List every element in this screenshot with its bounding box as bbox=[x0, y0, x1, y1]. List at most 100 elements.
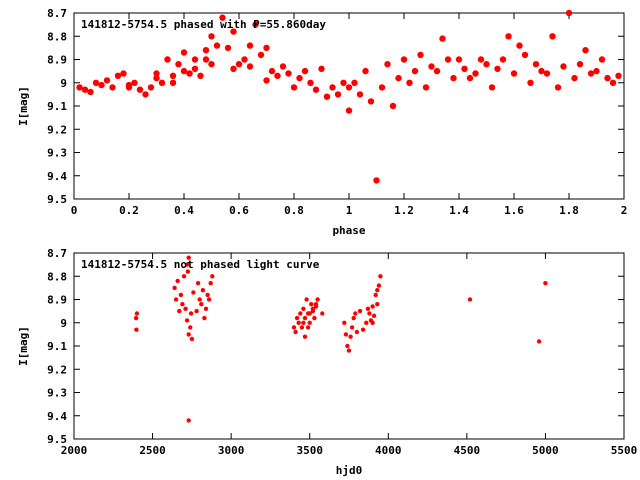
unphased-data-point bbox=[342, 320, 347, 325]
unphased-data-point bbox=[536, 339, 542, 344]
unphased-x-tick-label: 2500 bbox=[139, 444, 166, 457]
phased-data-point bbox=[455, 56, 463, 63]
phased-y-tick-label: 9.2 bbox=[47, 123, 67, 136]
phased-data-point bbox=[538, 67, 545, 75]
unphased-data-point bbox=[467, 297, 473, 302]
phased-data-point bbox=[191, 56, 199, 63]
unphased-data-point bbox=[370, 304, 375, 309]
unphased-data-point bbox=[210, 274, 215, 279]
phased-x-tick-label: 1.4 bbox=[449, 204, 469, 217]
phased-data-point bbox=[263, 44, 270, 52]
phased-data-point bbox=[323, 93, 331, 100]
phased-data-point bbox=[246, 42, 254, 49]
unphased-data-point bbox=[305, 325, 311, 330]
unphased-points bbox=[133, 255, 548, 423]
phased-data-point bbox=[76, 84, 83, 91]
unphased-data-point bbox=[134, 327, 139, 332]
phased-data-point bbox=[191, 65, 199, 73]
unphased-data-point bbox=[293, 329, 298, 335]
phased-data-point bbox=[444, 56, 452, 63]
unphased-data-point bbox=[302, 334, 308, 339]
phased-data-point bbox=[532, 60, 540, 68]
phased-data-point bbox=[406, 79, 413, 87]
phased-data-point bbox=[142, 91, 149, 98]
phased-data-point bbox=[312, 86, 320, 93]
unphased-x-tick-label: 4000 bbox=[375, 444, 402, 457]
phased-data-point bbox=[268, 67, 276, 75]
unphased-data-point bbox=[375, 302, 380, 307]
phased-x-axis-label: phase bbox=[332, 224, 365, 237]
unphased-data-point bbox=[302, 315, 308, 321]
phased-y-tick-label: 9.4 bbox=[47, 170, 67, 183]
unphased-x-tick-label: 3000 bbox=[218, 444, 245, 457]
unphased-data-point bbox=[371, 313, 377, 318]
unphased-data-point bbox=[309, 302, 314, 307]
phased-data-point bbox=[554, 84, 562, 91]
unphased-data-point bbox=[181, 274, 187, 279]
unphased-y-tick-label: 8.9 bbox=[47, 294, 67, 307]
phased-data-point bbox=[345, 107, 353, 114]
phased-data-point bbox=[158, 79, 166, 87]
unphased-data-point bbox=[349, 325, 355, 330]
unphased-data-point bbox=[186, 418, 191, 423]
phased-data-point bbox=[593, 67, 600, 75]
phased-data-point bbox=[235, 60, 243, 68]
phased-data-point bbox=[516, 42, 523, 49]
unphased-data-point bbox=[186, 332, 191, 337]
unphased-data-point bbox=[353, 311, 358, 316]
phased-data-point bbox=[356, 91, 364, 98]
phased-data-point bbox=[472, 70, 479, 77]
phased-data-point bbox=[521, 51, 529, 59]
unphased-data-point bbox=[208, 281, 213, 286]
phased-data-point bbox=[219, 14, 226, 21]
unphased-data-point bbox=[343, 332, 349, 337]
unphased-data-point bbox=[175, 278, 180, 284]
phased-data-point bbox=[384, 60, 391, 68]
phased-data-point bbox=[615, 72, 622, 80]
unphased-data-point bbox=[206, 297, 212, 302]
phased-plot-title: 141812-5754.5 phased with P=55.860day bbox=[81, 18, 326, 31]
unphased-data-point bbox=[188, 325, 193, 330]
unphased-data-point bbox=[172, 285, 177, 291]
unphased-data-point bbox=[312, 315, 317, 321]
phased-data-point bbox=[400, 56, 408, 63]
unphased-data-point bbox=[197, 297, 202, 302]
unphased-data-point bbox=[299, 325, 305, 330]
unphased-x-tick-label: 5000 bbox=[532, 444, 559, 457]
phased-data-point bbox=[499, 56, 507, 63]
unphased-data-point bbox=[205, 292, 210, 298]
unphased-ticks: 2000 2500 3000 3500 4000 4500 5000 5500 8.7 8.8 8.… bbox=[47, 247, 637, 457]
phased-data-point bbox=[125, 84, 133, 91]
phased-data-point bbox=[345, 84, 353, 91]
phased-data-point bbox=[98, 81, 105, 89]
unphased-data-point bbox=[199, 302, 204, 307]
phased-data-point bbox=[571, 74, 578, 82]
unphased-data-point bbox=[370, 320, 375, 325]
unphased-data-point bbox=[367, 311, 372, 316]
unphased-data-point bbox=[294, 315, 300, 321]
phased-data-point bbox=[604, 74, 611, 82]
unphased-data-point bbox=[364, 320, 369, 325]
phased-data-point bbox=[257, 51, 265, 59]
phased-data-point bbox=[334, 91, 342, 98]
phased-data-point bbox=[120, 70, 127, 77]
unphased-x-tick-label: 4500 bbox=[454, 444, 481, 457]
phased-data-point bbox=[208, 33, 215, 40]
phased-x-tick-label: 1 bbox=[346, 204, 353, 217]
unphased-y-axis-label: I[mag] bbox=[17, 326, 30, 366]
phased-data-point bbox=[367, 98, 375, 105]
phased-data-point bbox=[224, 44, 232, 52]
phased-y-tick-label: 8.7 bbox=[47, 7, 67, 20]
phased-data-point bbox=[186, 70, 193, 77]
phased-data-point bbox=[450, 74, 457, 82]
unphased-data-point bbox=[195, 281, 201, 286]
phased-data-point bbox=[109, 84, 116, 91]
unphased-data-point bbox=[301, 306, 306, 311]
unphased-data-point bbox=[194, 308, 199, 314]
phased-data-point bbox=[417, 51, 424, 59]
unphased-data-point bbox=[354, 329, 360, 335]
unphased-data-point bbox=[375, 288, 380, 293]
phased-data-point bbox=[241, 56, 248, 63]
unphased-data-point bbox=[320, 311, 325, 316]
